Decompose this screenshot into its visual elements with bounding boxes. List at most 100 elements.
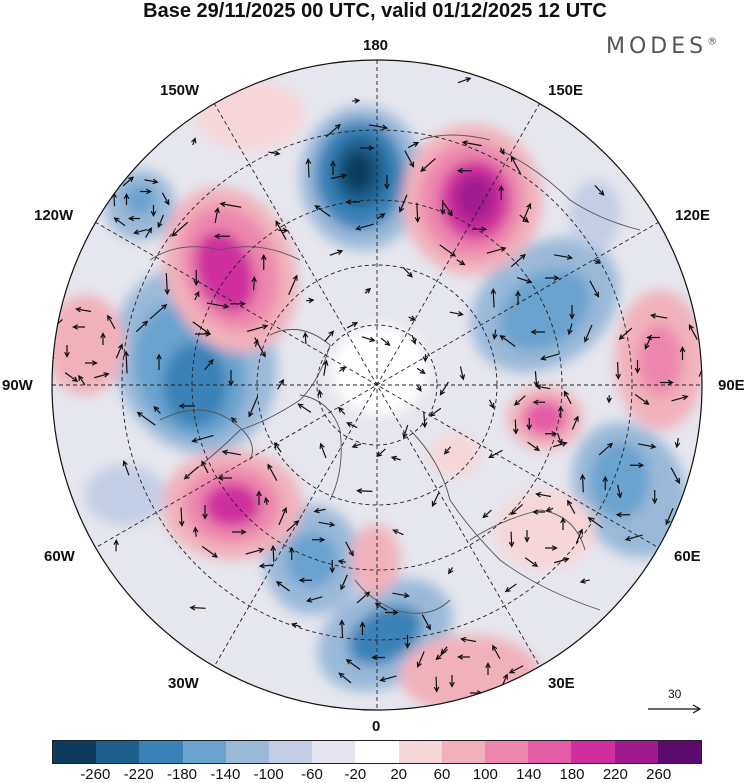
arrow-icon <box>615 362 621 380</box>
arrow-icon <box>414 202 421 224</box>
arrow-icon <box>368 124 389 130</box>
arrow-icon <box>228 370 234 387</box>
arrow-icon <box>524 530 530 543</box>
arrow-icon <box>665 507 674 526</box>
arrow-icon <box>440 646 448 655</box>
arrow-icon <box>670 467 680 485</box>
arrow-icon <box>277 378 285 390</box>
arrow-icon <box>402 424 409 439</box>
arrow-icon <box>532 509 545 515</box>
arrow-icon <box>253 338 259 347</box>
arrow-icon <box>306 297 315 304</box>
legend-swatch <box>96 741 140 763</box>
arrow-icon <box>140 188 153 195</box>
arrow-icon <box>122 176 134 187</box>
legend-swatch <box>614 741 658 763</box>
anomaly-field <box>52 60 702 710</box>
legend-swatch <box>182 741 226 763</box>
arrow-icon <box>482 509 492 519</box>
arrow-icon <box>107 314 116 330</box>
arrow-icon <box>267 463 278 481</box>
legend-tick-label: -20 <box>344 766 367 783</box>
lon-label-0: 0 <box>372 718 381 735</box>
arrow-icon <box>258 563 274 569</box>
arrow-icon <box>519 214 530 223</box>
arrow-icon <box>329 249 344 256</box>
lon-label-30w: 30W <box>168 675 199 692</box>
lon-label-60w: 60W <box>44 548 75 565</box>
arrow-icon <box>545 275 560 281</box>
arrow-icon <box>421 614 431 631</box>
arrow-icon <box>448 567 454 575</box>
arrow-icon <box>606 395 612 404</box>
lon-label-90w: 90W <box>2 377 33 394</box>
arrow-icon <box>64 345 70 358</box>
arrow-icon <box>589 280 600 298</box>
arrow-icon <box>587 517 604 529</box>
arrow-icon <box>201 460 209 474</box>
legend-tick-label: 20 <box>390 766 407 783</box>
legend-tick-label: 100 <box>472 766 498 783</box>
arrow-icon <box>486 246 507 254</box>
arrow-icon <box>72 324 85 330</box>
arrow-icon <box>144 227 153 238</box>
arrow-icon <box>161 192 170 206</box>
arrow-icon <box>376 448 386 458</box>
arrow-icon <box>85 360 98 366</box>
arrow-icon <box>337 559 346 565</box>
arrow-icon <box>439 200 446 216</box>
arrow-icon <box>337 406 346 415</box>
arrow-icon <box>157 214 165 229</box>
arrow-icon <box>201 545 219 558</box>
arrow-icon <box>94 372 110 379</box>
arrow-icon <box>492 644 501 660</box>
arrow-icon <box>460 636 477 643</box>
arrow-icon <box>136 411 156 426</box>
arrow-icon <box>245 547 265 555</box>
arrow-icon <box>356 591 371 604</box>
arrow-icon <box>535 491 552 498</box>
arrow-icon <box>178 507 185 527</box>
arrow-icon <box>113 538 119 552</box>
reference-vector: 30 <box>648 688 702 714</box>
arrow-icon <box>416 384 422 392</box>
legend-swatch <box>312 741 356 763</box>
arrow-icon <box>319 442 327 459</box>
arrow-icon <box>499 334 516 347</box>
arrow-icon <box>248 396 259 418</box>
arrow-icon <box>194 290 200 301</box>
arrow-icon <box>404 150 415 168</box>
arrow-icon <box>404 635 411 649</box>
arrow-icon <box>338 672 352 684</box>
arrow-icon <box>398 194 408 213</box>
arrow-icon <box>297 403 312 413</box>
arrow-icon <box>644 336 652 350</box>
arrow-icon <box>456 167 472 174</box>
arrow-icon <box>221 449 242 456</box>
arrow-icon <box>618 327 633 340</box>
arrow-icon <box>557 433 563 446</box>
coastlines <box>149 134 641 614</box>
arrow-icon <box>602 475 609 490</box>
legend-swatch <box>571 741 615 763</box>
legend-swatch <box>53 741 97 763</box>
arrow-icon <box>64 372 79 383</box>
arrow-icon <box>429 407 442 417</box>
arrow-icon <box>305 596 323 603</box>
legend-swatch <box>485 741 529 763</box>
arrow-icon <box>360 145 375 151</box>
lon-label-150e: 150E <box>548 82 584 99</box>
arrow-icon <box>204 358 214 371</box>
arrow-icon <box>352 98 361 104</box>
arrow-icon <box>232 529 247 535</box>
arrow-icon <box>575 528 584 544</box>
arrow-icon <box>219 201 242 208</box>
arrow-icon <box>380 337 391 346</box>
arrow-icon <box>598 442 614 456</box>
reference-vector-label: 30 <box>668 688 682 701</box>
legend-ticks: -260 -220 -180 -140 -100 -60 -20 20 60 100 140 180 2… <box>0 766 750 783</box>
arrow-icon <box>322 359 329 376</box>
arrow-icon <box>407 141 420 149</box>
arrow-icon <box>202 505 208 520</box>
legend-tick-label: 60 <box>433 766 451 783</box>
